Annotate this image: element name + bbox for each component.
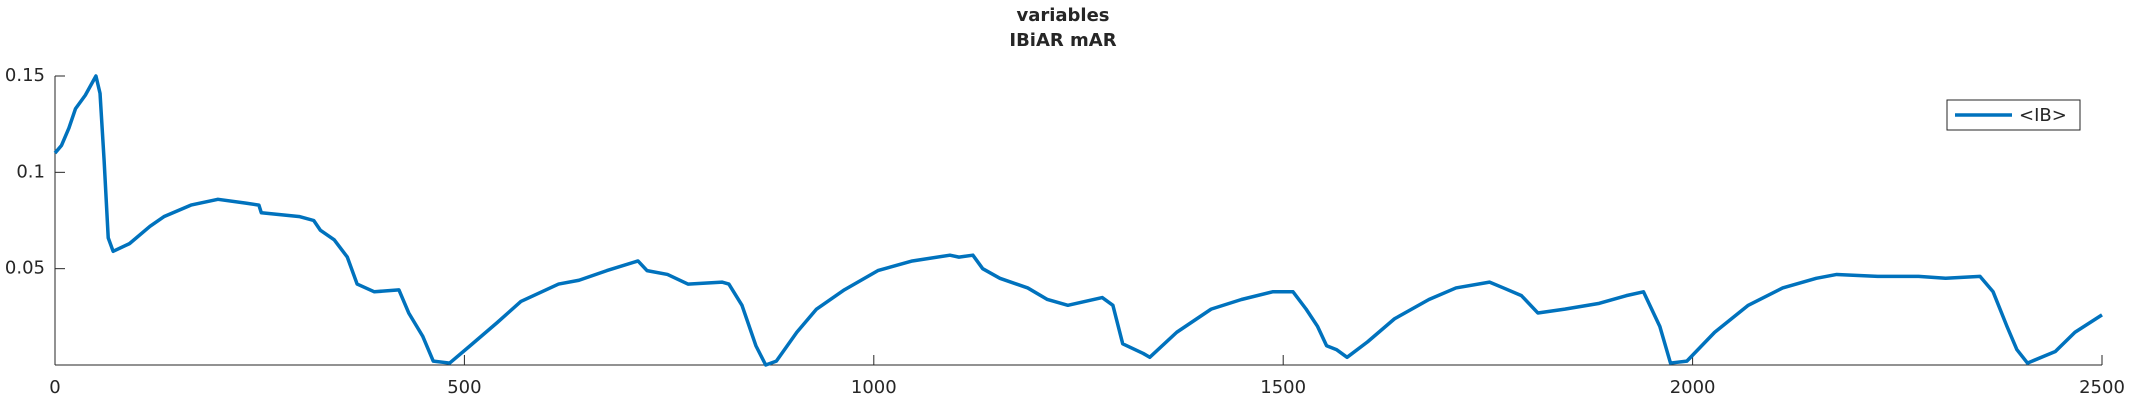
y-tick-label: 0.1 — [16, 161, 45, 182]
chart-subtitle: IBiAR mAR — [1009, 30, 1116, 51]
x-tick-label: 500 — [447, 377, 481, 398]
y-tick-label: 0.15 — [5, 65, 45, 86]
x-tick-label: 1500 — [1260, 377, 1306, 398]
legend-label: <IB> — [2019, 105, 2067, 126]
x-tick-label: 1000 — [851, 377, 897, 398]
line-series — [53, 74, 2103, 367]
x-tick-label: 2500 — [2079, 377, 2125, 398]
y-tick-label: 0.05 — [5, 258, 45, 279]
x-tick-label: 0 — [49, 377, 60, 398]
chart-title: variables — [1016, 5, 1109, 26]
x-tick-label: 2000 — [1670, 377, 1716, 398]
